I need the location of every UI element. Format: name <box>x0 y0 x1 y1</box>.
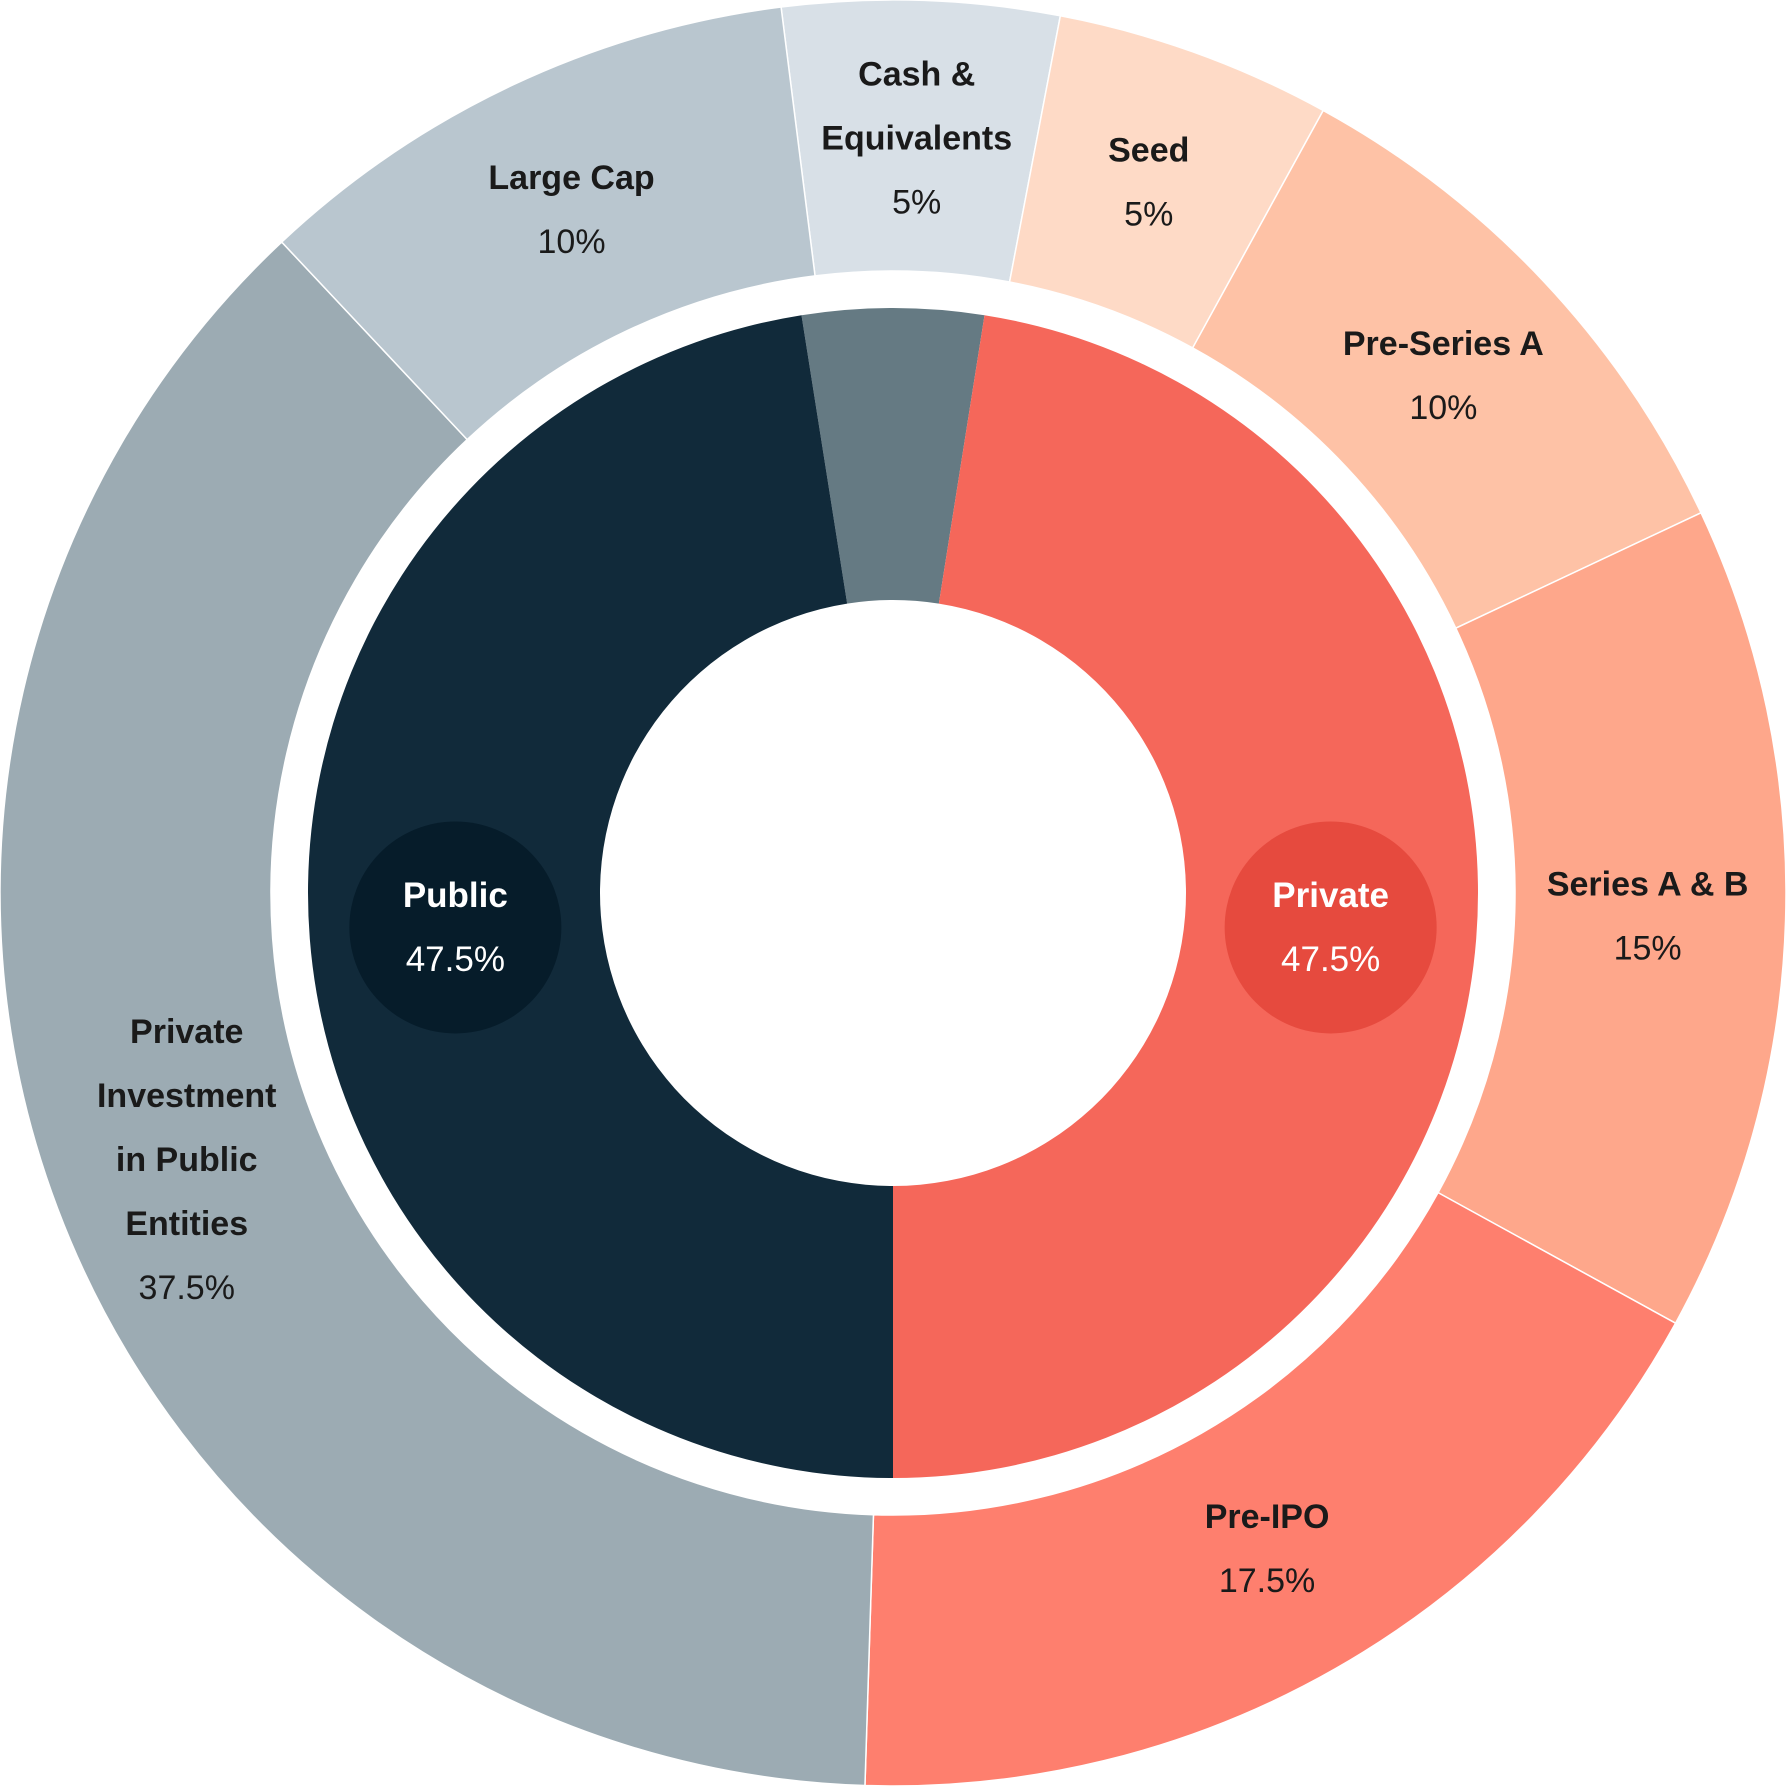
outer-label-large-cap: Large Cap 10% <box>488 159 654 261</box>
inner-badge-public <box>349 821 562 1034</box>
outer-slice-large-cap <box>280 6 816 441</box>
outer-label-name-line: Entities <box>125 1205 248 1243</box>
outer-label-name-line: Equivalents <box>821 119 1012 157</box>
outer-label-name-line: in Public <box>116 1141 258 1179</box>
inner-slice-public <box>308 315 893 1478</box>
outer-ring-labels: Cash & Equivalents 5% Seed 5% Pre-Series A 10%… <box>97 55 1748 1599</box>
inner-slice-private <box>893 315 1478 1478</box>
outer-label-pre-ipo: Pre-IPO 17.5% <box>1205 1498 1330 1600</box>
outer-label-cash-and-equivalents: Cash & Equivalents 5% <box>821 55 1012 221</box>
outer-label-pre-series-a: Pre-Series A 10% <box>1343 325 1544 427</box>
outer-label-name-line: Series A & B <box>1547 866 1749 904</box>
outer-label-value: 10% <box>1409 389 1477 427</box>
outer-label-series-a-and-b: Series A & B 15% <box>1547 866 1749 968</box>
inner-badge-private <box>1224 821 1437 1034</box>
outer-slice-private-investment-in-public-entities <box>0 240 875 1787</box>
outer-label-private-investment-in-public-entities: Private Investment in Public Entities 37.5% <box>97 1013 277 1307</box>
inner-label-value-private: 47.5% <box>1281 940 1380 979</box>
outer-label-value: 15% <box>1614 930 1682 968</box>
inner-slice-other <box>801 308 985 604</box>
inner-label-name-public: Public <box>403 876 508 915</box>
outer-label-name-line: Pre-IPO <box>1205 1498 1330 1536</box>
outer-slice-series-a-and-b <box>1437 511 1787 1325</box>
outer-label-name-line: Investment <box>97 1077 277 1115</box>
outer-label-value: 5% <box>1124 196 1173 234</box>
outer-label-value: 10% <box>538 223 606 261</box>
outer-label-name-line: Private <box>130 1013 243 1051</box>
outer-label-name-line: Large Cap <box>488 159 654 197</box>
outer-label-value: 37.5% <box>139 1269 235 1307</box>
outer-label-name-line: Seed <box>1108 132 1189 170</box>
outer-label-name-line: Cash & <box>858 55 975 93</box>
outer-label-seed: Seed 5% <box>1108 132 1189 234</box>
outer-label-name-line: Pre-Series A <box>1343 325 1544 363</box>
inner-label-value-public: 47.5% <box>406 940 505 979</box>
outer-label-value: 5% <box>892 183 941 221</box>
inner-ring-labels: Private 47.5% Public 47.5% <box>349 821 1437 1034</box>
outer-slice-pre-ipo <box>864 1191 1677 1787</box>
inner-label-name-private: Private <box>1272 876 1389 915</box>
inner-ring <box>308 308 1478 1478</box>
outer-label-value: 17.5% <box>1219 1562 1315 1600</box>
